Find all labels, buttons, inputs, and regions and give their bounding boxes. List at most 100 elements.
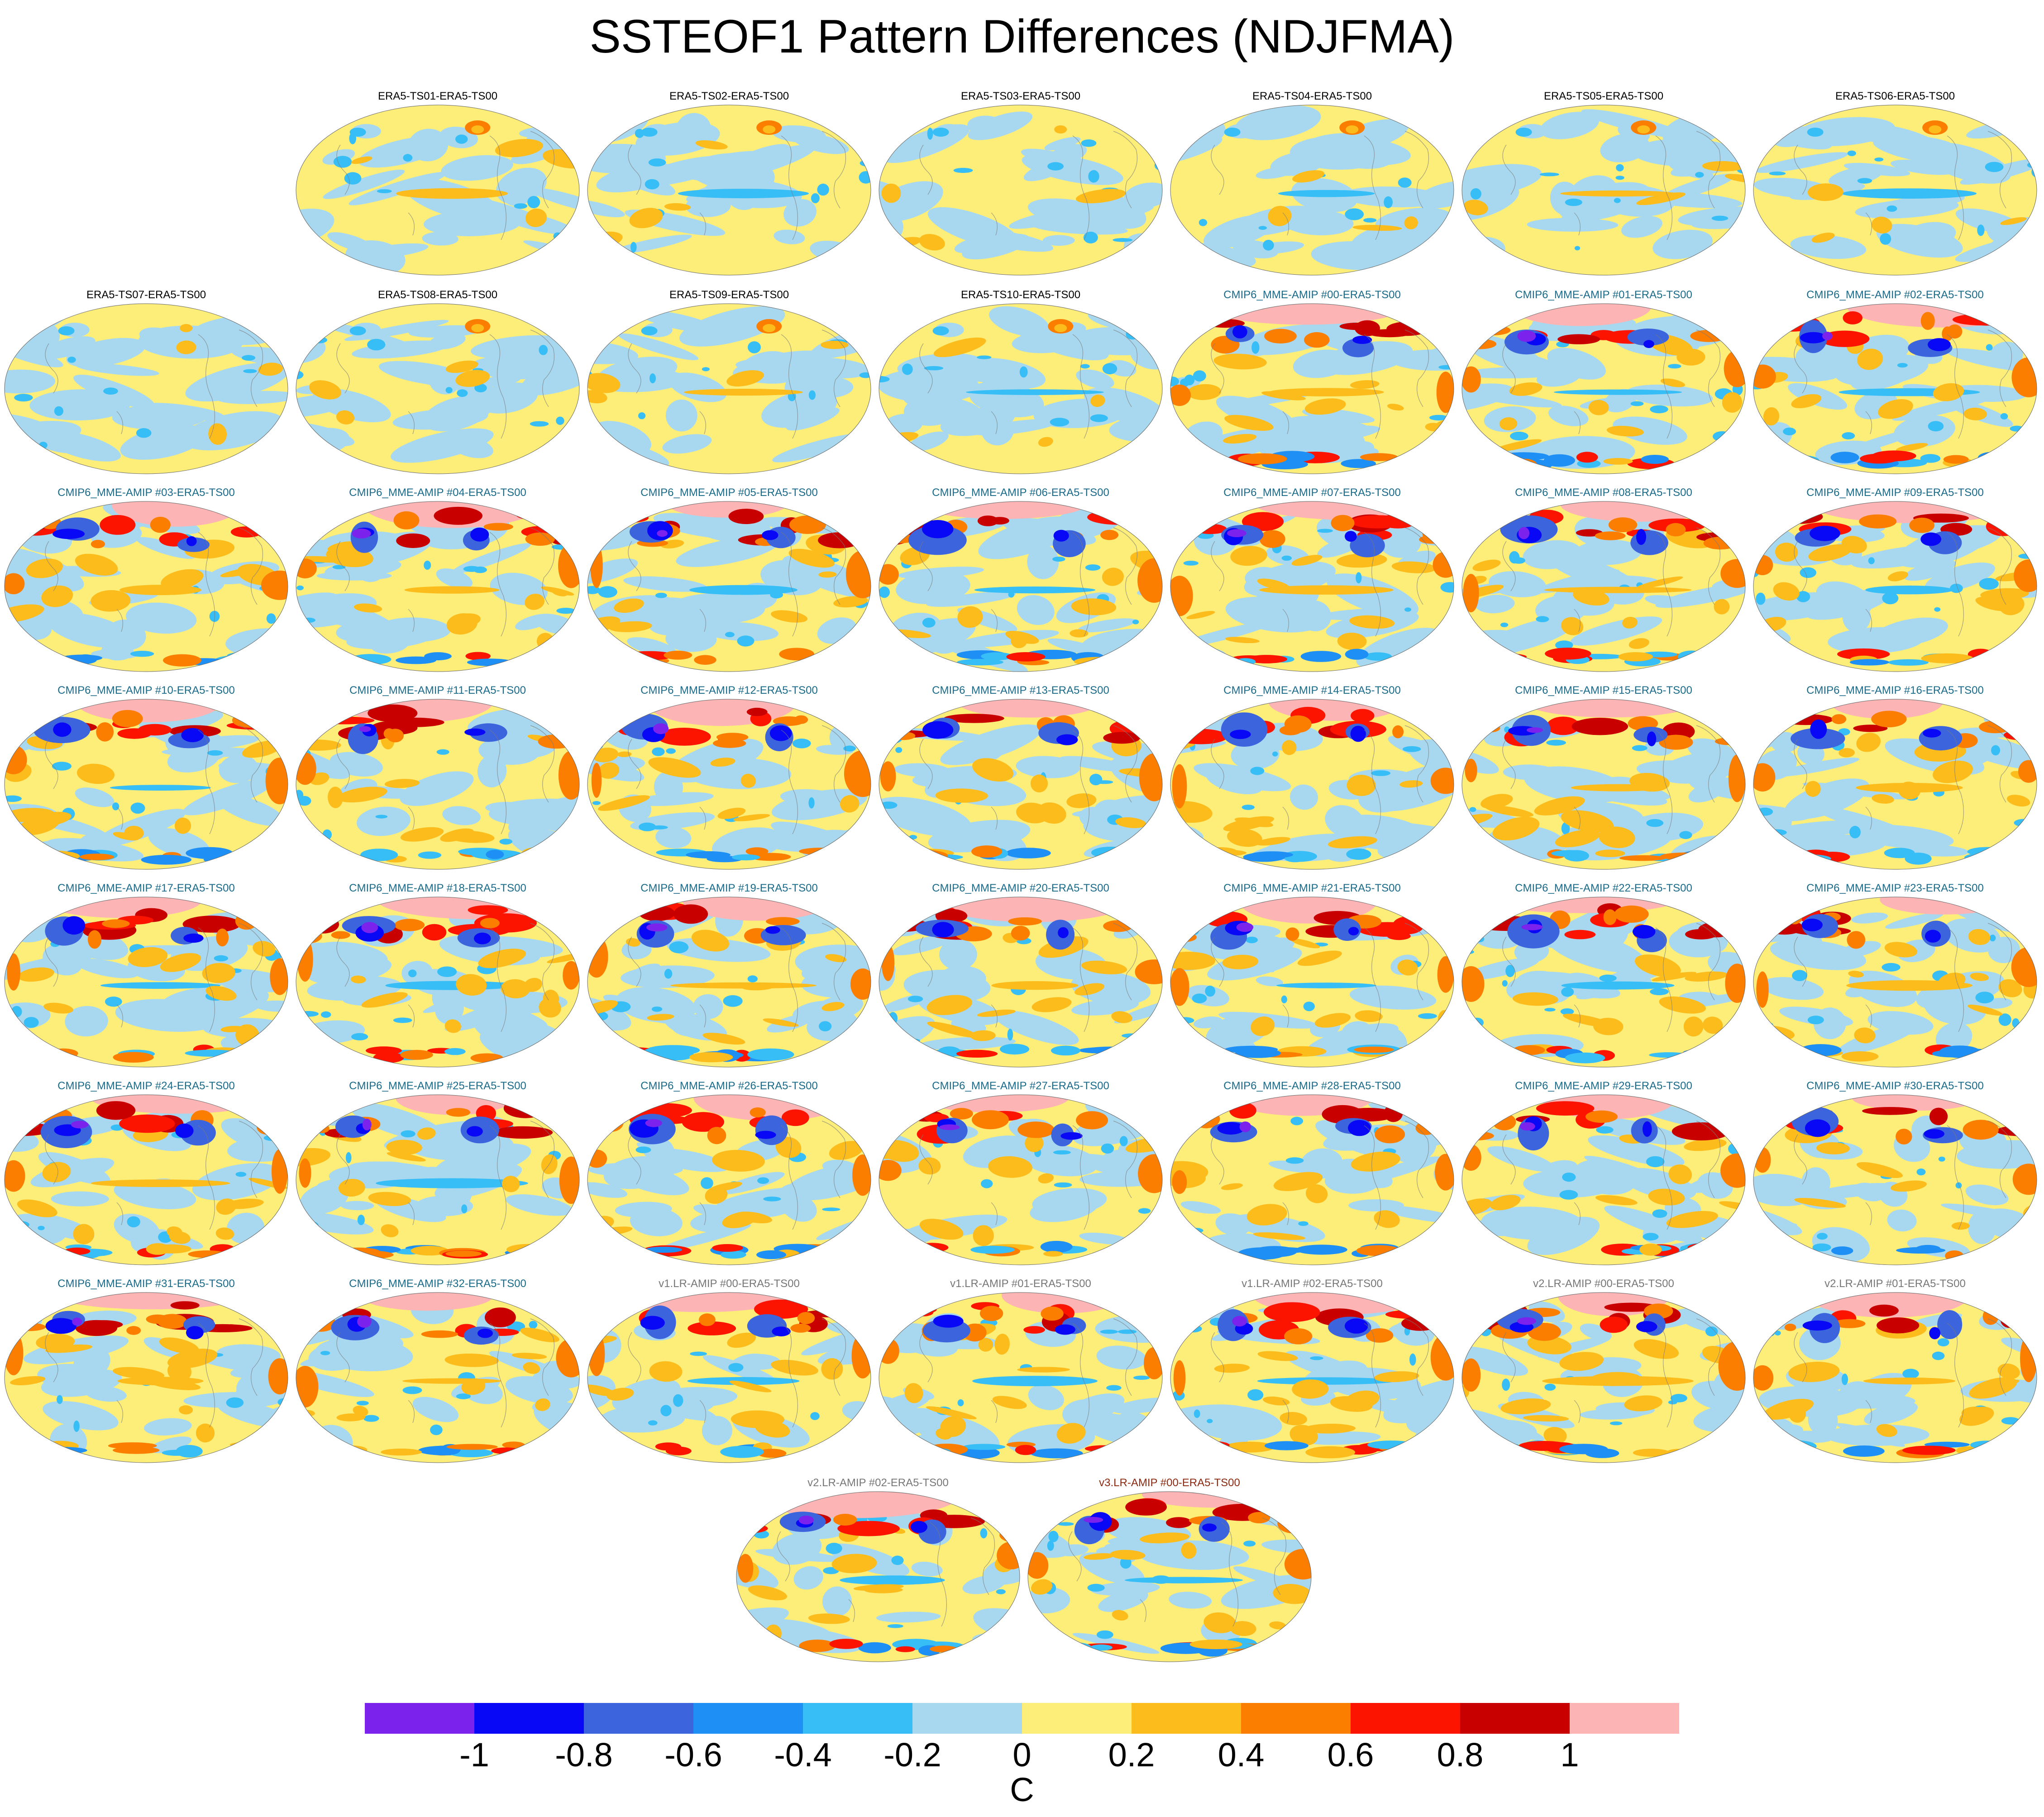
anomaly-map bbox=[587, 501, 871, 672]
map-panel: CMIP6_MME-AMIP #09-ERA5-TS00 bbox=[1750, 486, 2040, 676]
map-panel: ERA5-TS09-ERA5-TS00 bbox=[584, 288, 874, 478]
page-title: SSTEOF1 Pattern Differences (NDJFMA) bbox=[589, 10, 1455, 63]
colorbar-swatch bbox=[1022, 1703, 1132, 1734]
anomaly-map bbox=[4, 699, 288, 870]
map-panel: CMIP6_MME-AMIP #28-ERA5-TS00 bbox=[1167, 1079, 1457, 1269]
anomaly-map bbox=[1753, 699, 2037, 870]
anomaly-map bbox=[296, 699, 580, 870]
panel-title: ERA5-TS09-ERA5-TS00 bbox=[669, 289, 789, 301]
colorbar-swatch bbox=[1460, 1703, 1570, 1734]
colorbar-tick-label: 0.6 bbox=[1327, 1736, 1374, 1774]
panel-title: CMIP6_MME-AMIP #07-ERA5-TS00 bbox=[1223, 486, 1401, 499]
anomaly-map bbox=[587, 105, 871, 276]
panel-title: CMIP6_MME-AMIP #19-ERA5-TS00 bbox=[640, 882, 818, 894]
panel-title: CMIP6_MME-AMIP #26-ERA5-TS00 bbox=[640, 1080, 818, 1092]
anomaly-map bbox=[1170, 1292, 1454, 1463]
panel-title: CMIP6_MME-AMIP #04-ERA5-TS00 bbox=[349, 486, 526, 499]
map-panel: CMIP6_MME-AMIP #17-ERA5-TS00 bbox=[1, 882, 291, 1072]
colorbar-tick-label: 0.8 bbox=[1437, 1736, 1484, 1774]
map-panel: CMIP6_MME-AMIP #12-ERA5-TS00 bbox=[584, 684, 874, 874]
map-panel: ERA5-TS07-ERA5-TS00 bbox=[1, 288, 291, 478]
anomaly-map bbox=[1170, 303, 1454, 474]
anomaly-map bbox=[296, 105, 580, 276]
map-panel: v2.LR-AMIP #01-ERA5-TS00 bbox=[1750, 1277, 2040, 1467]
anomaly-map bbox=[1461, 105, 1746, 276]
map-panel: CMIP6_MME-AMIP #27-ERA5-TS00 bbox=[876, 1079, 1165, 1269]
panel-title: v2.LR-AMIP #01-ERA5-TS00 bbox=[1824, 1278, 1966, 1290]
panel-title: ERA5-TS01-ERA5-TS00 bbox=[377, 90, 498, 102]
anomaly-map bbox=[879, 1094, 1163, 1265]
anomaly-map bbox=[1461, 501, 1746, 672]
colorbar bbox=[365, 1703, 1679, 1734]
map-panel: v1.LR-AMIP #02-ERA5-TS00 bbox=[1167, 1277, 1457, 1467]
map-panel: ERA5-TS06-ERA5-TS00 bbox=[1750, 90, 2040, 280]
map-panel: CMIP6_MME-AMIP #07-ERA5-TS00 bbox=[1167, 486, 1457, 676]
panel-title: CMIP6_MME-AMIP #08-ERA5-TS00 bbox=[1515, 486, 1692, 499]
panel-title: ERA5-TS07-ERA5-TS00 bbox=[86, 289, 206, 301]
map-panel: CMIP6_MME-AMIP #11-ERA5-TS00 bbox=[293, 684, 583, 874]
panel-title: CMIP6_MME-AMIP #28-ERA5-TS00 bbox=[1223, 1080, 1401, 1092]
anomaly-map bbox=[1753, 105, 2037, 276]
anomaly-map bbox=[587, 699, 871, 870]
panel-title: CMIP6_MME-AMIP #01-ERA5-TS00 bbox=[1515, 289, 1692, 301]
anomaly-map bbox=[296, 1094, 580, 1265]
panel-title: CMIP6_MME-AMIP #21-ERA5-TS00 bbox=[1223, 882, 1401, 894]
map-panel: CMIP6_MME-AMIP #18-ERA5-TS00 bbox=[293, 882, 583, 1072]
map-panel: CMIP6_MME-AMIP #14-ERA5-TS00 bbox=[1167, 684, 1457, 874]
colorbar-tick-label: 1 bbox=[1560, 1736, 1579, 1774]
anomaly-map bbox=[1461, 1094, 1746, 1265]
anomaly-map bbox=[1753, 1094, 2037, 1265]
panel-title: CMIP6_MME-AMIP #14-ERA5-TS00 bbox=[1223, 684, 1401, 696]
panel-title: CMIP6_MME-AMIP #25-ERA5-TS00 bbox=[349, 1080, 526, 1092]
panel-grid: ERA5-TS01-ERA5-TS00 ERA5-TS02-ERA5-TS00 ER… bbox=[1, 90, 2040, 1662]
map-panel: ERA5-TS08-ERA5-TS00 bbox=[293, 288, 583, 478]
map-panel: CMIP6_MME-AMIP #16-ERA5-TS00 bbox=[1750, 684, 2040, 874]
map-panel: CMIP6_MME-AMIP #21-ERA5-TS00 bbox=[1167, 882, 1457, 1072]
panel-title: v1.LR-AMIP #02-ERA5-TS00 bbox=[1242, 1278, 1383, 1290]
panel-title: CMIP6_MME-AMIP #00-ERA5-TS00 bbox=[1223, 289, 1401, 301]
panel-title: ERA5-TS03-ERA5-TS00 bbox=[960, 90, 1081, 102]
anomaly-map bbox=[1461, 1292, 1746, 1463]
map-panel: CMIP6_MME-AMIP #29-ERA5-TS00 bbox=[1459, 1079, 1748, 1269]
colorbar-ticks: -1 -0.8 -0.6 -0.4 -0.2 0 0.2 0.4 0.6 0.8 1 bbox=[365, 1736, 1679, 1774]
map-panel: CMIP6_MME-AMIP #19-ERA5-TS00 bbox=[584, 882, 874, 1072]
anomaly-map bbox=[587, 897, 871, 1068]
panel-title: CMIP6_MME-AMIP #30-ERA5-TS00 bbox=[1806, 1080, 1984, 1092]
map-panel: ERA5-TS05-ERA5-TS00 bbox=[1459, 90, 1748, 280]
anomaly-map bbox=[4, 1094, 288, 1265]
anomaly-map bbox=[587, 303, 871, 474]
panel-title: CMIP6_MME-AMIP #12-ERA5-TS00 bbox=[640, 684, 818, 696]
anomaly-map bbox=[1461, 897, 1746, 1068]
map-panel: v1.LR-AMIP #00-ERA5-TS00 bbox=[584, 1277, 874, 1467]
panel-title: CMIP6_MME-AMIP #32-ERA5-TS00 bbox=[349, 1278, 526, 1290]
anomaly-map bbox=[736, 1491, 1020, 1662]
anomaly-map bbox=[1170, 897, 1454, 1068]
anomaly-map bbox=[587, 1094, 871, 1265]
colorbar-swatch bbox=[1241, 1703, 1351, 1734]
anomaly-map bbox=[879, 699, 1163, 870]
colorbar-swatch bbox=[803, 1703, 913, 1734]
map-panel: CMIP6_MME-AMIP #03-ERA5-TS00 bbox=[1, 486, 291, 676]
panel-title: v2.LR-AMIP #00-ERA5-TS00 bbox=[1533, 1278, 1674, 1290]
colorbar-swatch bbox=[474, 1703, 584, 1734]
colorbar-tick-label: -0.8 bbox=[555, 1736, 613, 1774]
map-panel: CMIP6_MME-AMIP #26-ERA5-TS00 bbox=[584, 1079, 874, 1269]
panel-title: CMIP6_MME-AMIP #18-ERA5-TS00 bbox=[349, 882, 526, 894]
map-panel: CMIP6_MME-AMIP #24-ERA5-TS00 bbox=[1, 1079, 291, 1269]
anomaly-map bbox=[1027, 1491, 1312, 1662]
map-panel: v2.LR-AMIP #00-ERA5-TS00 bbox=[1459, 1277, 1748, 1467]
map-panel: CMIP6_MME-AMIP #30-ERA5-TS00 bbox=[1750, 1079, 2040, 1269]
anomaly-map bbox=[4, 303, 288, 474]
panel-title: ERA5-TS05-ERA5-TS00 bbox=[1543, 90, 1664, 102]
panel-title: v2.LR-AMIP #02-ERA5-TS00 bbox=[807, 1477, 949, 1489]
panel-title: CMIP6_MME-AMIP #15-ERA5-TS00 bbox=[1515, 684, 1692, 696]
colorbar-tick-label: -0.4 bbox=[774, 1736, 832, 1774]
panel-title: CMIP6_MME-AMIP #11-ERA5-TS00 bbox=[349, 684, 526, 696]
map-panel: CMIP6_MME-AMIP #20-ERA5-TS00 bbox=[876, 882, 1165, 1072]
map-panel: CMIP6_MME-AMIP #25-ERA5-TS00 bbox=[293, 1079, 583, 1269]
colorbar-units-label: C bbox=[1010, 1771, 1034, 1808]
colorbar-swatch bbox=[1351, 1703, 1461, 1734]
map-panel: CMIP6_MME-AMIP #15-ERA5-TS00 bbox=[1459, 684, 1748, 874]
map-panel: CMIP6_MME-AMIP #08-ERA5-TS00 bbox=[1459, 486, 1748, 676]
panel-title: ERA5-TS06-ERA5-TS00 bbox=[1835, 90, 1955, 102]
